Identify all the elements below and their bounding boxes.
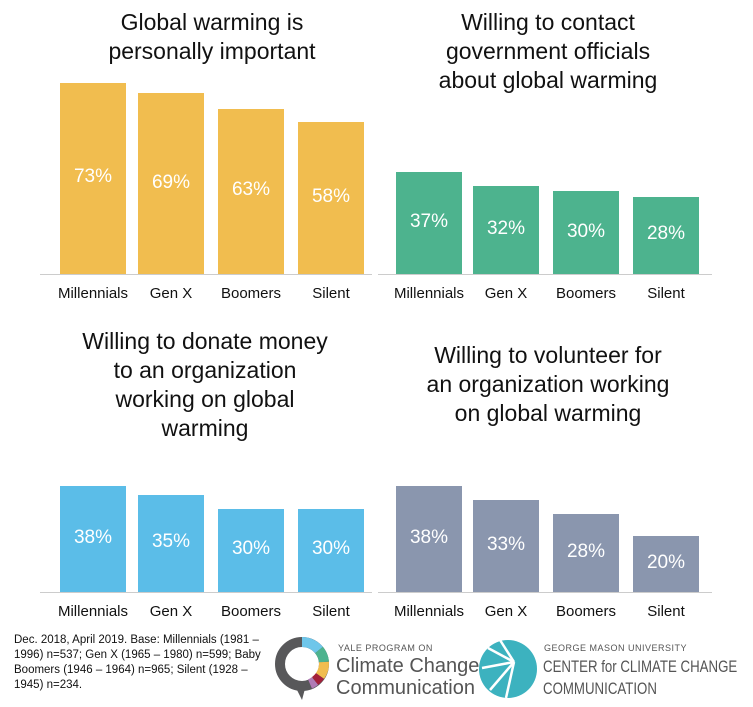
data-label: 28%	[646, 223, 686, 245]
data-label: 20%	[646, 552, 686, 574]
chart-title: Willing to contact government officials ab…	[398, 8, 698, 95]
chart-title: Global warming is personally important	[62, 8, 362, 66]
x-tick-label: Gen X	[484, 285, 528, 302]
yale-line1: Climate Change	[336, 655, 480, 677]
chart-title-line: government officials	[445, 38, 651, 64]
x-tick-label: Silent	[647, 285, 685, 302]
x-tick-label: Boomers	[220, 285, 282, 302]
x-tick-label: Silent	[312, 603, 350, 620]
data-label: 38%	[409, 527, 449, 549]
bar-millennials	[396, 486, 462, 592]
x-tick-label: Millennials	[57, 603, 129, 620]
bar-silent	[633, 536, 699, 592]
gmu-logo-icon	[479, 639, 537, 699]
x-tick-label: Silent	[312, 285, 350, 302]
data-label: 58%	[311, 186, 351, 208]
chart-title-line: about global warming	[438, 67, 658, 93]
bar-gen-x	[473, 185, 539, 274]
x-tick-label: Boomers	[220, 603, 282, 620]
bar-boomers	[218, 508, 284, 592]
x-tick-label: Gen X	[149, 285, 193, 302]
x-tick-label: Silent	[647, 603, 685, 620]
chart-title-line: an organization working	[426, 371, 670, 397]
data-label: 33%	[486, 534, 526, 556]
gmu-small: GEORGE MASON UNIVERSITY	[544, 643, 688, 653]
data-label: 38%	[73, 527, 113, 549]
yale-line2: Communication	[336, 677, 475, 699]
gmu-line2: COMMUNICATION	[543, 679, 657, 698]
bar-boomers	[553, 191, 619, 274]
bar-gen-x	[138, 93, 204, 274]
data-label: 28%	[566, 541, 606, 563]
x-axis-line	[40, 592, 372, 593]
chart-title: Willing to donate money to an organizatio…	[55, 327, 355, 443]
chart-title-line: Willing to volunteer for	[434, 342, 662, 368]
gmu-line1: CENTER for CLIMATE CHANGE	[543, 657, 738, 676]
chart-title-line: Willing to donate money	[82, 328, 328, 354]
chart-title: Willing to volunteer for an organization …	[398, 341, 698, 428]
data-label: 30%	[566, 220, 606, 242]
bar-millennials	[60, 82, 126, 274]
bar-silent	[633, 196, 699, 274]
footnote: Dec. 2018, April 2019. Base: Millennials…	[14, 634, 261, 691]
data-label: 73%	[73, 166, 113, 188]
chart-title-line: warming	[161, 415, 249, 441]
bar-boomers	[218, 108, 284, 274]
x-tick-label: Millennials	[57, 285, 129, 302]
bar-silent	[298, 122, 364, 274]
data-label: 32%	[486, 217, 526, 239]
x-tick-label: Millennials	[393, 285, 465, 302]
yale-small: YALE PROGRAM ON	[338, 643, 433, 653]
data-label: 30%	[311, 538, 351, 560]
chart-title-line: on global warming	[454, 400, 642, 426]
bar-millennials	[60, 486, 126, 592]
x-axis-line	[40, 274, 372, 275]
data-label: 35%	[151, 531, 191, 553]
chart-title-line: personally important	[108, 38, 316, 64]
data-label: 63%	[231, 179, 271, 201]
x-axis-line	[378, 274, 712, 275]
x-tick-label: Gen X	[484, 603, 528, 620]
chart-title-line: to an organization	[113, 357, 297, 383]
chart-title-line: working on global	[115, 386, 295, 412]
data-label: 30%	[231, 538, 271, 560]
bar-gen-x	[138, 494, 204, 592]
bar-boomers	[553, 514, 619, 592]
x-tick-label: Boomers	[555, 285, 617, 302]
chart-title-line: Global warming is	[120, 9, 304, 35]
x-tick-label: Boomers	[555, 603, 617, 620]
x-tick-label: Gen X	[149, 603, 193, 620]
data-label: 37%	[409, 210, 449, 232]
bar-millennials	[396, 171, 462, 274]
data-label: 69%	[151, 171, 191, 193]
bar-gen-x	[473, 500, 539, 592]
bar-silent	[298, 508, 364, 592]
yale-logo-icon	[275, 636, 329, 700]
x-tick-label: Millennials	[393, 603, 465, 620]
x-axis-line	[378, 592, 712, 593]
chart-title-line: Willing to contact	[461, 9, 635, 35]
